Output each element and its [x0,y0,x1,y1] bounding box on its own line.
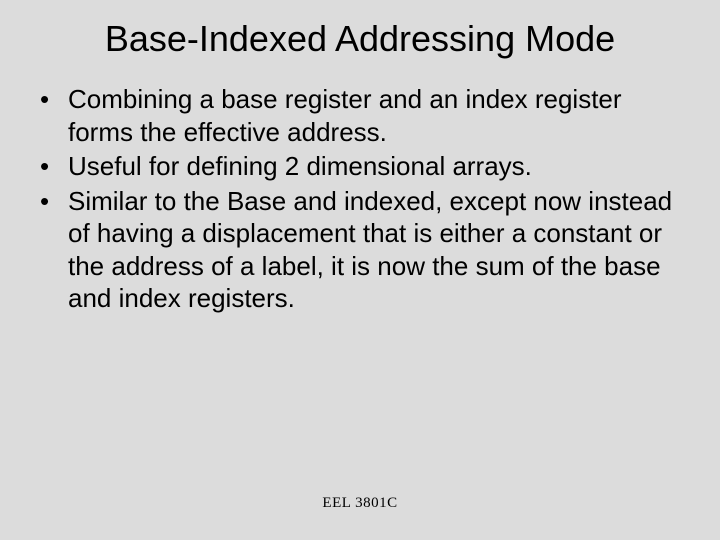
bullet-list: Combining a base register and an index r… [30,83,690,315]
slide-footer: EEL 3801C [0,495,720,512]
slide: Base-Indexed Addressing Mode Combining a… [0,0,720,540]
slide-title: Base-Indexed Addressing Mode [30,18,690,59]
bullet-item: Similar to the Base and indexed, except … [38,185,682,315]
bullet-item: Useful for defining 2 dimensional arrays… [38,150,682,183]
bullet-item: Combining a base register and an index r… [38,83,682,148]
